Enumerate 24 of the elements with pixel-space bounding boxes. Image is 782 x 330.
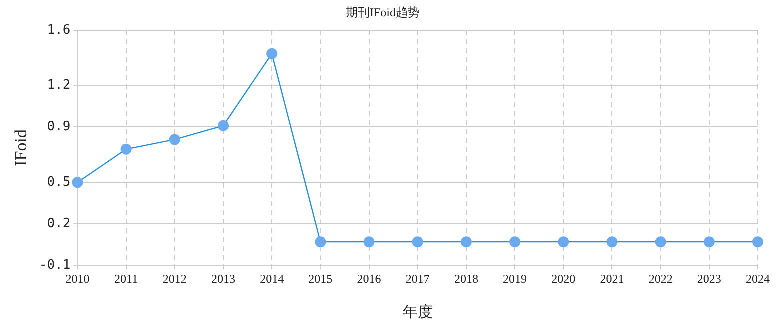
x-tick-label: 2012 — [162, 272, 187, 286]
x-tick-label: 2019 — [503, 272, 528, 286]
y-tick-label: 0.5 — [47, 174, 71, 190]
x-tick-label: 2011 — [114, 272, 138, 286]
y-axis-title: IFoid — [12, 129, 31, 166]
y-tick-label: 1.2 — [47, 78, 71, 94]
x-tick-label: 2014 — [260, 272, 284, 286]
x-tick-label: 2024 — [746, 272, 770, 286]
x-tick-label: 2017 — [406, 272, 430, 286]
y-tick-label: 0.2 — [47, 216, 71, 232]
x-tick-label: 2010 — [66, 272, 90, 286]
y-tick-label: 1.6 — [47, 22, 71, 38]
x-tick-label: 2018 — [454, 272, 478, 286]
x-tick-label: 2016 — [357, 272, 382, 286]
x-tick-label: 2022 — [648, 272, 673, 286]
x-tick-label: 2013 — [211, 272, 236, 286]
x-tick-label: 2021 — [600, 272, 624, 286]
chart-title: 期刊IFoid趋势 — [346, 5, 420, 20]
x-axis-title: 年度 — [402, 304, 433, 321]
x-tick-label: 2020 — [552, 272, 576, 286]
y-tick-label: -0.1 — [39, 258, 71, 273]
x-tick-label: 2015 — [308, 272, 333, 286]
y-tick-label: 0.9 — [47, 120, 71, 135]
x-tick-label: 2023 — [697, 272, 722, 286]
